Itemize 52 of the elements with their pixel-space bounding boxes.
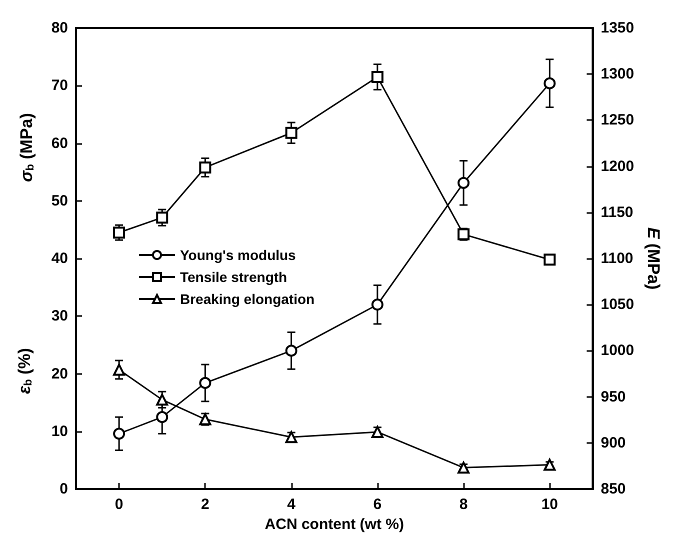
y-tick-label: 10 bbox=[51, 422, 68, 440]
point bbox=[199, 376, 212, 389]
y2-tick-label: 1100 bbox=[600, 250, 634, 267]
point bbox=[285, 344, 298, 357]
y-tick-label: 30 bbox=[51, 308, 68, 325]
legend-label: Breaking elongation bbox=[180, 291, 315, 307]
y2-axis-title: E (MPa) bbox=[644, 227, 663, 290]
point bbox=[156, 212, 168, 224]
point bbox=[544, 77, 556, 90]
legend-label: Young's modulus bbox=[180, 247, 296, 263]
point bbox=[199, 161, 212, 174]
x-tick-label: 2 bbox=[201, 496, 210, 513]
point bbox=[113, 226, 126, 239]
point bbox=[371, 298, 384, 311]
point bbox=[371, 426, 384, 438]
y2-tick-label: 900 bbox=[600, 434, 626, 452]
legend-label: Tensile strength bbox=[180, 269, 288, 285]
point bbox=[371, 70, 384, 83]
y2-tick-label: 1050 bbox=[600, 296, 634, 314]
y2-tick-label: 1150 bbox=[600, 204, 634, 221]
point bbox=[458, 176, 470, 189]
x-tick-label: 10 bbox=[541, 496, 558, 513]
point bbox=[285, 431, 298, 444]
y2-tick-label: 850 bbox=[600, 480, 626, 498]
x-tick-label: 0 bbox=[114, 496, 124, 513]
y-tick-label: 20 bbox=[51, 365, 68, 382]
point bbox=[285, 126, 298, 139]
y-tick-label: 70 bbox=[51, 77, 68, 94]
point bbox=[113, 428, 126, 440]
y-tick-label: 0 bbox=[60, 480, 68, 498]
point bbox=[544, 254, 556, 266]
x-tick-label: 8 bbox=[459, 496, 468, 513]
point bbox=[113, 364, 126, 376]
y2-tick-label: 1200 bbox=[600, 158, 634, 175]
y2-tick-label: 1350 bbox=[600, 20, 634, 36]
y2-tick-label: 950 bbox=[600, 388, 626, 406]
point bbox=[156, 411, 168, 424]
y-tick-label: 60 bbox=[51, 134, 68, 152]
point bbox=[544, 458, 556, 471]
y2-tick-label: 1000 bbox=[600, 342, 634, 360]
y-tick-label: 80 bbox=[51, 20, 68, 36]
y2-tick-label: 1300 bbox=[600, 66, 634, 83]
y-tick-label: 50 bbox=[51, 192, 68, 210]
x-axis-title: ACN content (wt %) bbox=[264, 516, 404, 533]
point bbox=[156, 394, 168, 406]
y2-tick-label: 1250 bbox=[600, 112, 634, 129]
text: εb (%) bbox=[15, 348, 34, 394]
x-tick-label: 6 bbox=[373, 496, 382, 513]
x-tick-label: 4 bbox=[287, 496, 296, 513]
point bbox=[458, 462, 470, 474]
y-tick-label: 40 bbox=[51, 250, 68, 267]
y-axis-title: σb (MPa) bbox=[17, 113, 36, 182]
